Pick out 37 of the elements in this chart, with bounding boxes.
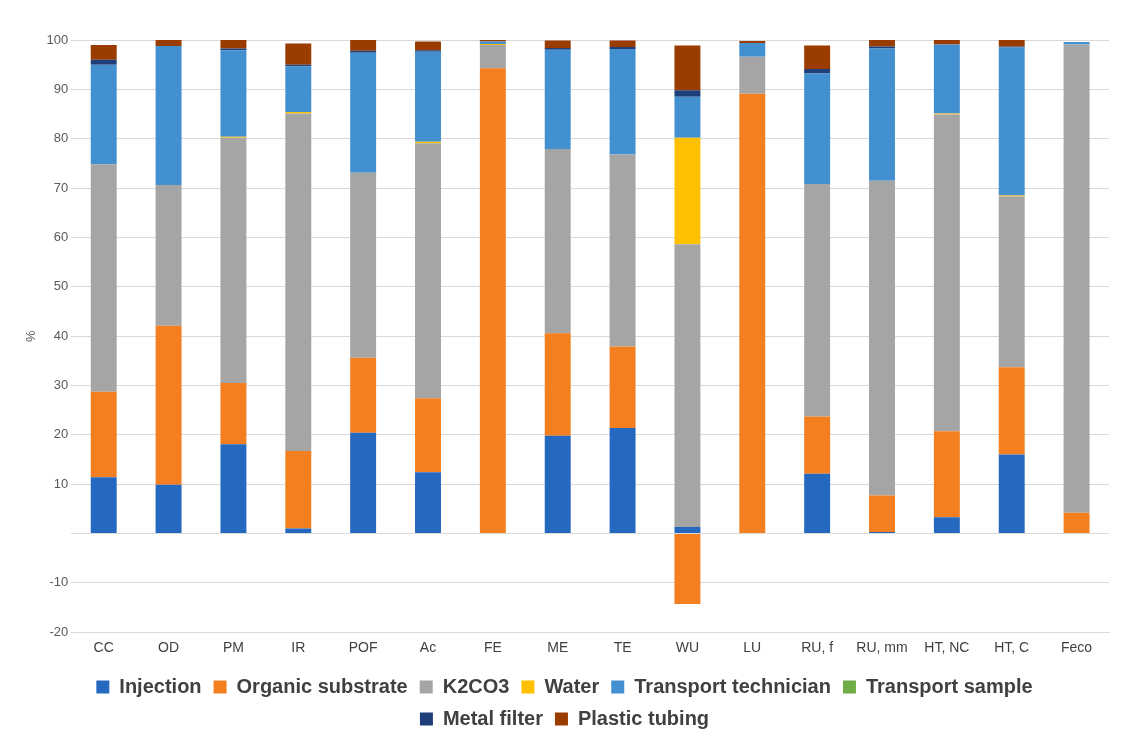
x-tick-label: FE: [483, 639, 502, 656]
y-tick-label: 90: [53, 80, 69, 96]
x-tick-label: WU: [675, 639, 700, 656]
x-tick-label: Ac: [419, 639, 437, 656]
y-tick-label: 50: [53, 278, 69, 294]
y-tick-label: 80: [53, 130, 69, 146]
y-tick-label: 40: [53, 327, 69, 343]
legend-label: Plastic tubing: [577, 706, 710, 729]
y-tick-label: -20: [49, 623, 69, 639]
legend-label: Transport sample: [865, 674, 1033, 697]
y-tick-label: 100: [46, 31, 69, 47]
legend-label: Organic substrate: [236, 674, 408, 697]
y-tick-label: 30: [53, 377, 69, 393]
legend-label: Transport technician: [634, 674, 831, 697]
legend-label: Metal filter: [442, 706, 544, 729]
x-tick-label: PM: [222, 639, 244, 656]
y-tick-label: -10: [49, 574, 69, 590]
y-tick-label: 60: [53, 228, 69, 244]
x-tick-label: Feco: [1061, 639, 1093, 656]
x-tick-label: POF: [348, 639, 378, 656]
y-tick-label: 70: [53, 179, 69, 195]
x-tick-label: CC: [93, 639, 114, 656]
y-axis-title: %: [23, 329, 39, 342]
x-tick-label: HT, C: [994, 639, 1030, 656]
legend-label: Injection: [119, 674, 202, 697]
x-tick-label: ME: [547, 639, 569, 656]
x-tick-label: HT, NC: [924, 639, 970, 656]
x-tick-label: OD: [158, 639, 180, 656]
x-tick-label: LU: [743, 639, 762, 656]
x-tick-label: IR: [291, 639, 306, 656]
legend-label: K2CO3: [442, 674, 510, 697]
x-tick-label: RU, f: [801, 639, 834, 656]
x-tick-label: TE: [613, 639, 632, 656]
x-tick-label: RU, mm: [856, 639, 908, 656]
y-tick-label: 20: [53, 426, 69, 442]
legend-label: Water: [544, 674, 600, 697]
y-tick-label: 10: [53, 475, 69, 491]
